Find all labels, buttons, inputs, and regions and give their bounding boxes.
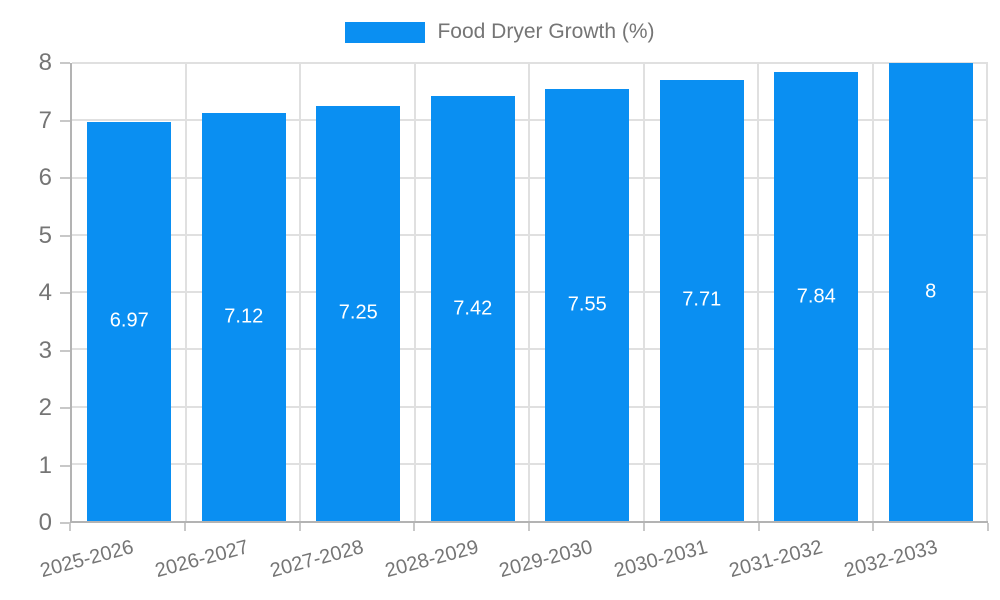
gridline-vertical — [184, 63, 187, 521]
y-axis-tick-mark — [60, 349, 70, 352]
gridline-horizontal — [72, 233, 988, 236]
bar: 7.25 — [316, 105, 401, 521]
y-axis-tick-label: 2 — [38, 394, 52, 421]
y-axis-tick-mark — [60, 119, 70, 122]
bar-value-label: 7.12 — [224, 305, 264, 328]
x-axis-tick-mark — [872, 523, 875, 531]
y-axis-tick-label: 6 — [38, 164, 52, 191]
y-axis-tick-label: 7 — [38, 106, 52, 134]
y-axis-tick-mark — [60, 62, 70, 64]
x-axis-tick-mark — [183, 523, 186, 531]
bar-slot: 6.97 — [72, 63, 187, 521]
y-axis-tick-mark — [60, 522, 70, 524]
bar-value-label: 7.84 — [796, 285, 836, 308]
gridline-horizontal — [72, 405, 988, 408]
x-axis-tick-mark — [69, 523, 71, 531]
bar: 7.42 — [430, 96, 515, 521]
bar-value-label: 7.25 — [338, 301, 378, 324]
y-axis-tick-mark — [60, 177, 70, 179]
y-axis-tick-mark — [60, 407, 70, 409]
x-axis-tick-mark — [528, 523, 530, 531]
bar-slot: 7.55 — [530, 63, 645, 521]
bar-slot: 7.12 — [187, 63, 302, 521]
bar-value-label: 6.97 — [109, 309, 149, 332]
x-axis-tick-mark — [298, 523, 301, 531]
gridline-vertical — [642, 63, 645, 521]
bar-slot: 7.71 — [645, 63, 760, 521]
bar-value-label: 7.71 — [682, 288, 722, 311]
y-axis-tick-label: 8 — [38, 49, 52, 76]
legend-swatch — [345, 21, 426, 43]
bar: 7.71 — [659, 79, 744, 521]
y-axis-tick-mark — [60, 292, 70, 294]
gridline-vertical — [871, 63, 874, 521]
gridline-vertical — [986, 63, 988, 521]
bar: 8 — [888, 63, 973, 521]
bar-slot: 7.42 — [416, 63, 531, 521]
x-axis-tick-mark — [642, 523, 645, 531]
bar-value-label: 7.42 — [453, 297, 493, 320]
bar: 7.84 — [774, 72, 859, 521]
bar-slot: 7.25 — [301, 63, 416, 521]
y-axis-tick-mark — [60, 234, 70, 237]
bars-layer: 6.97 7.12 7.25 7.42 7.55 7.71 7.84 8 — [72, 63, 988, 521]
gridline-horizontal — [72, 119, 988, 122]
bar: 6.97 — [87, 121, 172, 521]
x-axis-tick-mark — [987, 523, 989, 531]
gridline-horizontal — [72, 62, 988, 64]
bar-slot: 8 — [874, 63, 989, 521]
gridline-horizontal — [72, 176, 988, 179]
gridline-horizontal — [72, 462, 988, 465]
y-axis-tick-label: 1 — [38, 451, 52, 479]
y-axis-tick-label: 3 — [38, 336, 52, 364]
grid-layer — [72, 62, 988, 521]
plot-area: 6.97 7.12 7.25 7.42 7.55 7.71 7.84 8 — [70, 62, 988, 523]
gridline-vertical — [299, 63, 301, 521]
bar-value-label: 8 — [925, 280, 937, 303]
gridline-vertical — [528, 63, 530, 521]
x-axis-tick-mark — [413, 523, 416, 531]
x-axis: 2025-2026 2026-2027 2027-2028 2028-2029 2029… — [38, 523, 989, 600]
gridline-vertical — [757, 63, 759, 521]
y-axis: 0 1 2 3 4 5 6 7 8 — [0, 49, 70, 536]
legend[interactable]: Food Dryer Growth (%) — [0, 18, 1000, 46]
y-axis-tick-label: 4 — [38, 279, 52, 306]
gridline-vertical — [413, 63, 416, 521]
y-axis-tick-label: 0 — [38, 509, 52, 536]
y-axis-tick-label: 5 — [38, 221, 52, 249]
bar-slot: 7.84 — [759, 63, 874, 521]
bar-value-label: 7.55 — [567, 293, 607, 316]
legend-label: Food Dryer Growth (%) — [437, 20, 655, 43]
y-axis-tick-mark — [60, 464, 70, 467]
x-axis-tick-mark — [757, 523, 760, 531]
bar: 7.55 — [545, 88, 630, 521]
gridline-horizontal — [72, 348, 988, 351]
bar: 7.12 — [201, 113, 286, 521]
gridline-horizontal — [72, 291, 988, 293]
